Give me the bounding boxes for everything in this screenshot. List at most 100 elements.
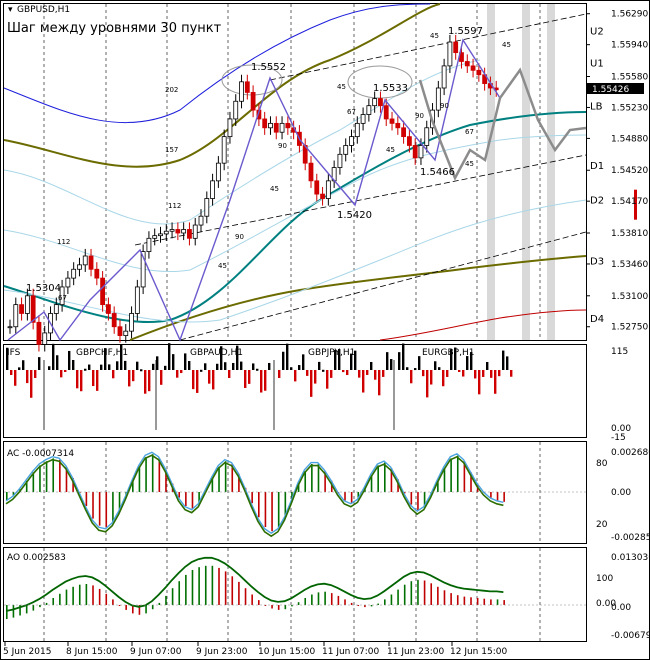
ac-bar: [145, 457, 147, 492]
ac-bar: [350, 492, 353, 504]
ifs-bar: [318, 361, 321, 370]
ao-line: [5, 556, 504, 612]
ao-bar: [423, 580, 426, 605]
ac-bar: [324, 471, 326, 492]
ao-bar: [357, 605, 360, 606]
ifs-bar: [184, 353, 187, 370]
ifs-bar: [330, 370, 333, 378]
ao-bar: [350, 602, 353, 605]
wave-count-label: 112: [168, 202, 181, 210]
ifs-bar: [466, 356, 469, 370]
ifs-bar: [236, 345, 239, 370]
ifs-bar: [104, 348, 107, 370]
trend-mid: [134, 154, 587, 246]
ifs-bar: [458, 370, 461, 372]
level-label-lb: LB: [590, 102, 603, 113]
ao-bar: [45, 602, 48, 605]
ao-bar: [191, 570, 194, 605]
ao-bar: [78, 584, 81, 605]
candle-body: [476, 69, 482, 76]
candle-body: [441, 65, 447, 89]
ac-bar: [463, 461, 466, 492]
candle-body: [401, 127, 407, 138]
ifs-bar: [446, 370, 449, 377]
wave-count-label: 90: [235, 233, 244, 241]
price-tick-label: 1.53810: [611, 229, 648, 239]
candle-body: [337, 153, 343, 168]
ao-bar: [430, 583, 433, 605]
ifs-bar: [502, 350, 505, 370]
swing-label: 1.5466: [420, 167, 455, 178]
symbol-label-icon[interactable]: ▾: [8, 5, 13, 15]
ac-tick-bottom: -0.002853: [611, 533, 650, 543]
ac-bar: [165, 469, 167, 492]
ifs-panel-gbpjpy: GBPJPY,H1: [308, 348, 355, 358]
ifs-bar: [30, 370, 33, 398]
ifs-bar: [224, 362, 227, 370]
ifs-bar: [100, 364, 103, 370]
ifs-pane[interactable]: [3, 344, 587, 438]
ao-pane[interactable]: [3, 547, 587, 642]
ac-bar: [231, 464, 234, 492]
ao-bar: [503, 600, 505, 605]
wave-count-label: 90: [440, 102, 449, 110]
ao-bar: [463, 596, 466, 605]
candle-body: [30, 295, 36, 323]
ac-bar: [284, 492, 287, 516]
ao-bar: [204, 565, 207, 605]
candle-body: [354, 122, 360, 138]
ifs-bar: [216, 363, 219, 370]
wave-count-label: 45: [502, 41, 511, 49]
ac-bar: [384, 462, 386, 492]
candle-body: [250, 92, 256, 111]
ifs-bar: [402, 343, 405, 370]
ifs-bar: [124, 360, 127, 370]
time-tick-label: 9 Jun 23:00: [196, 647, 248, 657]
ifs-bar: [136, 361, 139, 370]
ac-bar: [251, 492, 253, 504]
swing-label: 1.5420: [337, 210, 372, 221]
current-price-box: [586, 83, 644, 94]
ac-bar: [423, 492, 426, 506]
candle-body: [273, 122, 279, 133]
ifs-bar: [88, 364, 91, 370]
candle-body: [412, 145, 418, 159]
ifs-bar: [148, 370, 151, 392]
ifs-bars: [6, 343, 513, 430]
ao-bar: [271, 605, 273, 609]
ao-bar: [437, 586, 439, 605]
ifs-bar: [64, 370, 67, 372]
ifs-bar: [120, 344, 123, 370]
candle-body: [100, 277, 106, 306]
ao-bar: [165, 595, 167, 605]
candle-body: [36, 321, 42, 345]
ifs-bar: [26, 370, 29, 384]
ao-bar: [224, 571, 227, 605]
ac-bar: [297, 483, 300, 492]
projection-band: [547, 4, 555, 340]
ao-bar: [25, 605, 28, 614]
candle-body: [175, 229, 181, 234]
wave-count-label: 90: [415, 112, 424, 120]
upper-band-olive: [3, 3, 441, 168]
ao-bar: [171, 588, 174, 605]
ac-bar: [65, 466, 68, 492]
candle-body: [239, 81, 244, 102]
candle-body: [163, 230, 169, 235]
ao-bar: [52, 598, 55, 605]
candle-body: [24, 295, 30, 314]
wave-count-label: 45: [270, 185, 279, 193]
ao-bar: [178, 581, 181, 605]
price-axis: 1.56290 1.55940 1.55580 1.55230 1.54880 1.545…: [586, 10, 648, 333]
ac-bar: [112, 492, 114, 522]
candle-body: [82, 255, 88, 266]
candle-body: [19, 304, 24, 314]
ac-bar: [271, 492, 273, 532]
ac-bar: [39, 465, 41, 492]
ac-bar: [218, 466, 220, 492]
ifs-bar: [208, 370, 211, 384]
ao-bar: [443, 590, 446, 605]
ac-bar: [98, 492, 101, 526]
ao-bar: [105, 593, 108, 605]
